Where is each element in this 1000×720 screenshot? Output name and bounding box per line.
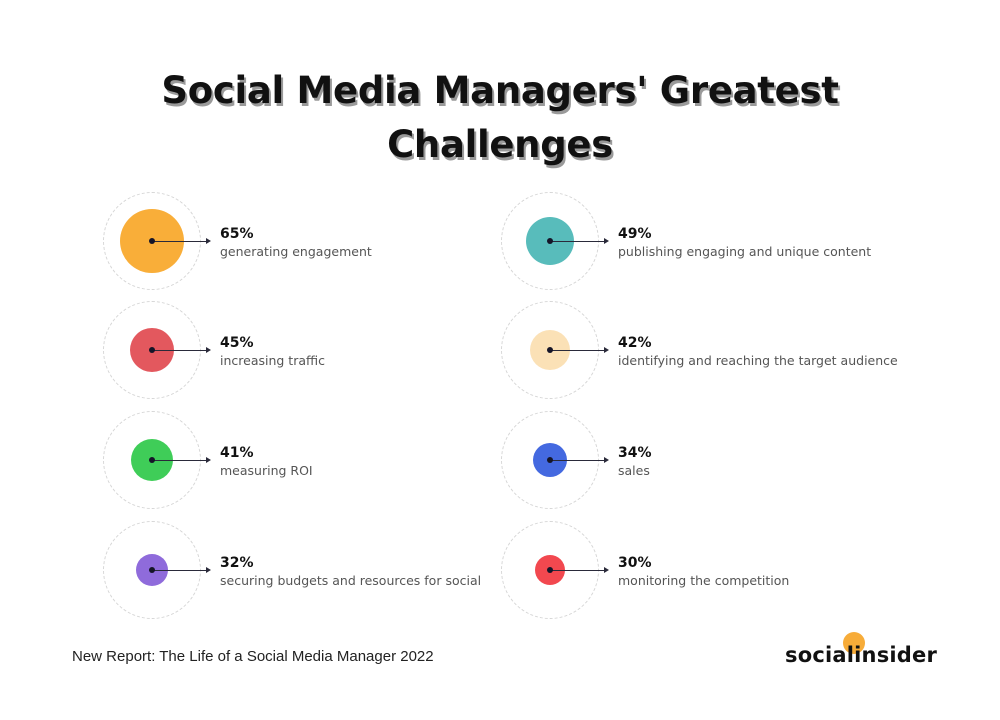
center-dot — [149, 347, 155, 353]
center-dot — [149, 567, 155, 573]
arrow-icon — [206, 347, 211, 353]
challenge-item-monitoring-competition: 30% monitoring the competition — [501, 521, 921, 621]
challenge-label: measuring ROI — [220, 463, 313, 478]
arrow-icon — [206, 457, 211, 463]
challenge-label: sales — [618, 463, 650, 478]
challenge-item-increasing-traffic: 45% increasing traffic — [103, 301, 523, 401]
pointer-line — [550, 240, 606, 242]
arrow-icon — [604, 347, 609, 353]
challenge-item-publishing-content: 49% publishing engaging and unique conte… — [501, 192, 921, 292]
arrow-icon — [206, 238, 211, 244]
pointer-line — [550, 569, 606, 571]
challenge-item-generating-engagement: 65% generating engagement — [103, 192, 523, 292]
logo-accent-circle-icon — [843, 632, 865, 654]
chart-title-line-2: Challenges — [387, 123, 613, 166]
pointer-line — [152, 240, 208, 242]
percent-value: 45% — [220, 335, 254, 351]
challenge-item-sales: 34% sales — [501, 411, 921, 511]
socialinsider-logo: socialinsider — [785, 632, 938, 672]
report-footnote: New Report: The Life of a Social Media M… — [72, 648, 434, 665]
center-dot — [547, 457, 553, 463]
percent-value: 41% — [220, 445, 254, 461]
logo-text: socialinsider — [785, 643, 938, 667]
chart-title: Social Media Managers' Greatest Challeng… — [0, 64, 1000, 172]
center-dot — [547, 238, 553, 244]
percent-value: 30% — [618, 555, 652, 571]
pointer-line — [152, 459, 208, 461]
center-dot — [149, 457, 155, 463]
arrow-icon — [206, 567, 211, 573]
challenge-label: securing budgets and resources for socia… — [220, 573, 482, 588]
arrow-icon — [604, 238, 609, 244]
percent-value: 42% — [618, 335, 652, 351]
challenge-label: identifying and reaching the target audi… — [618, 353, 898, 368]
arrow-icon — [604, 457, 609, 463]
arrow-icon — [604, 567, 609, 573]
pointer-line — [152, 569, 208, 571]
pointer-line — [550, 459, 606, 461]
center-dot — [547, 567, 553, 573]
challenge-label: increasing traffic — [220, 353, 325, 368]
challenge-label: generating engagement — [220, 244, 372, 259]
center-dot — [547, 347, 553, 353]
chart-title-line-1: Social Media Managers' Greatest — [161, 69, 839, 112]
percent-value: 49% — [618, 226, 652, 242]
center-dot — [149, 238, 155, 244]
challenge-item-securing-budgets: 32% securing budgets and resources for s… — [103, 521, 523, 621]
pointer-line — [152, 349, 208, 351]
pointer-line — [550, 349, 606, 351]
percent-value: 65% — [220, 226, 254, 242]
challenge-item-target-audience: 42% identifying and reaching the target … — [501, 301, 921, 401]
percent-value: 32% — [220, 555, 254, 571]
challenge-item-measuring-roi: 41% measuring ROI — [103, 411, 523, 511]
challenge-label: monitoring the competition — [618, 573, 790, 588]
challenge-label: publishing engaging and unique content — [618, 244, 872, 259]
percent-value: 34% — [618, 445, 652, 461]
